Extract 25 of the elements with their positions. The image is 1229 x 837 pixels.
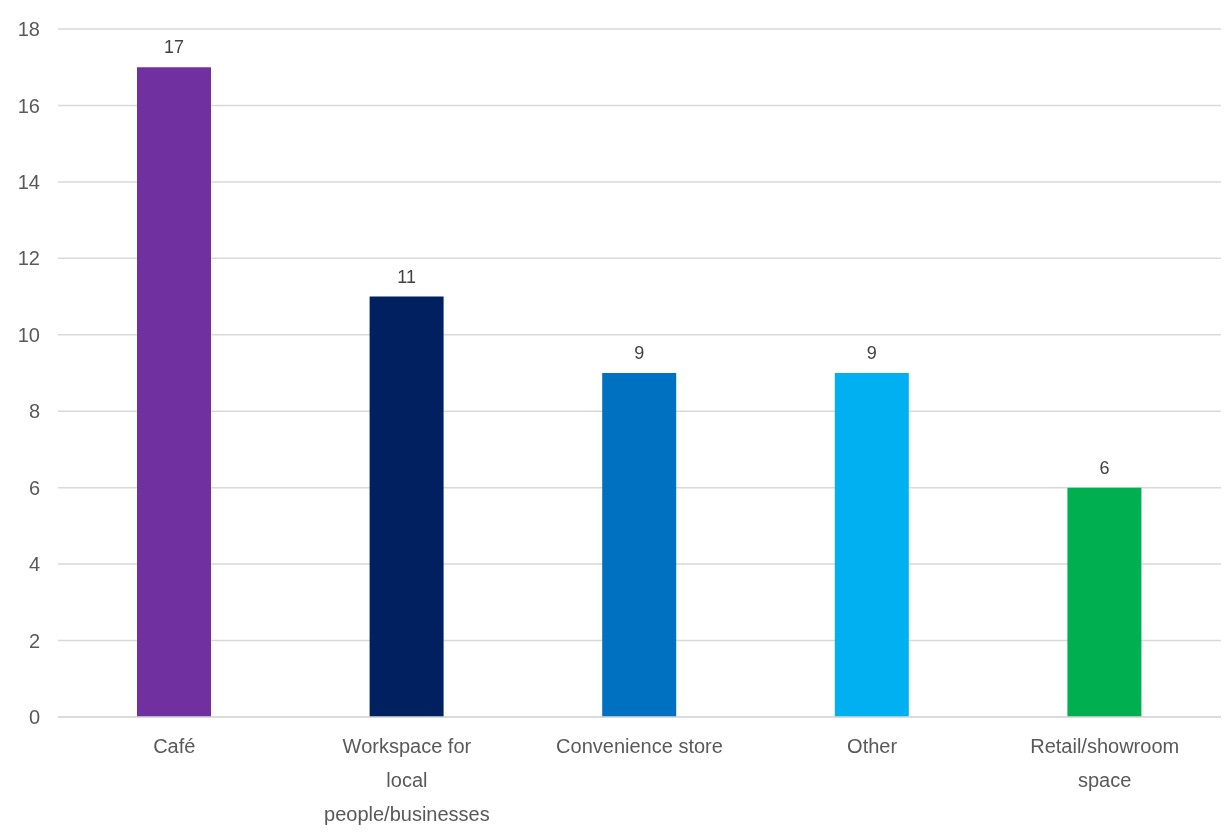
y-tick-label: 12 (17, 247, 40, 270)
data-label: 11 (397, 266, 416, 287)
data-label: 9 (866, 343, 877, 363)
y-tick-label: 4 (28, 553, 40, 576)
y-tick-label: 18 (17, 18, 40, 41)
x-tick-label: Workspace for local people/businesses (324, 735, 490, 825)
y-tick-label: 16 (17, 94, 40, 117)
y-tick-label: 6 (28, 476, 40, 499)
x-tick-label: Retail/showroom space (1030, 735, 1180, 791)
bar (137, 67, 211, 717)
bar (1067, 487, 1142, 717)
bar (602, 373, 677, 717)
bar (834, 373, 909, 717)
y-tick-label: 8 (28, 400, 40, 423)
y-tick-label: 0 (28, 706, 40, 729)
y-tick-label: 2 (28, 629, 40, 652)
bar (369, 296, 444, 717)
y-tick-label: 14 (17, 170, 40, 193)
x-tick-label: Other (847, 735, 898, 757)
x-tick-label: Convenience store (556, 735, 723, 757)
data-label: 9 (634, 343, 645, 363)
x-tick-label: Café (153, 735, 196, 757)
data-label: 17 (163, 37, 185, 58)
data-label: 6 (1099, 457, 1110, 478)
y-tick-label: 10 (17, 323, 40, 346)
